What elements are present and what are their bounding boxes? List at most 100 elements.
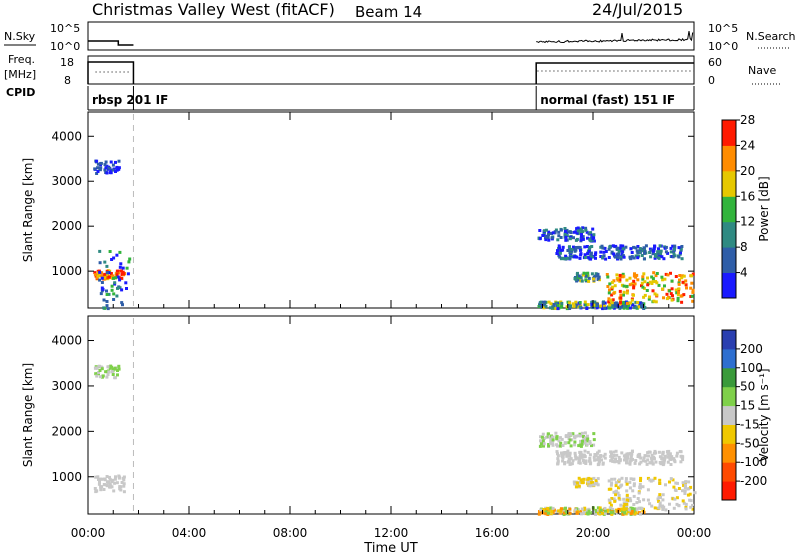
echo-cell xyxy=(105,375,109,379)
echo-cell xyxy=(119,488,123,492)
echo-cell xyxy=(573,443,577,447)
echo-cell xyxy=(638,247,642,250)
echo-cell xyxy=(115,481,119,485)
echo-cell xyxy=(551,435,555,439)
echo-cell xyxy=(690,294,694,298)
plot-frame xyxy=(87,111,695,309)
echo-cell xyxy=(550,236,554,240)
echo-cell xyxy=(652,271,656,275)
echo-cell xyxy=(596,511,600,515)
echo-cell xyxy=(607,300,611,304)
echo-cell xyxy=(581,439,584,443)
echo-cell xyxy=(589,231,593,235)
echo-cell xyxy=(620,507,624,511)
echo-cell xyxy=(677,246,681,250)
echo-cell xyxy=(590,235,594,239)
freq-unit-label: [MHz] xyxy=(4,68,36,81)
echo-cell xyxy=(117,166,121,170)
echo-cell xyxy=(635,273,639,277)
echo-cell xyxy=(580,507,584,511)
echo-cell xyxy=(616,511,619,515)
echo-cell xyxy=(101,274,105,278)
echo-cell xyxy=(684,480,688,484)
echo-cell xyxy=(628,283,632,287)
echo-cell xyxy=(668,289,672,293)
echo-cell xyxy=(678,278,681,282)
echo-cell xyxy=(592,438,596,442)
echo-cell xyxy=(584,226,588,230)
echo-cell xyxy=(563,229,567,233)
echo-cell xyxy=(572,255,576,259)
echo-cell xyxy=(660,255,664,259)
echo-cell xyxy=(658,504,662,508)
echo-cell xyxy=(105,273,109,277)
echo-cell xyxy=(615,273,619,277)
echo-cell xyxy=(628,276,632,280)
echo-cell xyxy=(674,489,678,492)
echo-cell xyxy=(539,508,543,512)
echo-cell xyxy=(572,247,576,251)
echo-cell xyxy=(684,283,688,287)
freq-label: Freq. xyxy=(8,53,35,66)
echo-cell xyxy=(591,237,595,241)
echo-cell xyxy=(560,437,564,441)
echo-cell xyxy=(621,247,625,251)
echo-cell xyxy=(628,462,632,466)
echo-cell xyxy=(590,233,594,237)
echo-cell xyxy=(608,303,612,307)
echo-cell xyxy=(673,247,676,251)
echo-cell xyxy=(626,289,629,293)
echo-cell xyxy=(622,504,626,508)
echo-cell xyxy=(616,255,620,259)
echo-cell xyxy=(644,459,648,463)
echo-cell xyxy=(108,485,111,489)
echo-cell xyxy=(105,289,108,293)
echo-cell xyxy=(549,439,553,443)
nsearch-tick-bottom: 10^0 xyxy=(708,40,738,53)
echo-cell xyxy=(643,306,647,310)
echo-cell xyxy=(598,459,602,463)
echo-cell xyxy=(564,434,568,438)
echo-cell xyxy=(558,246,562,250)
nsky-step-line xyxy=(88,40,134,46)
colorbar-label: Power [dB] xyxy=(757,176,771,241)
echo-cell xyxy=(681,280,685,284)
echo-cell xyxy=(642,257,646,261)
echo-cell xyxy=(652,451,656,455)
nsky-trace-line xyxy=(536,31,694,44)
echo-cell xyxy=(126,272,130,276)
echo-cell xyxy=(584,228,588,232)
echo-cell xyxy=(573,440,577,444)
echo-cell xyxy=(582,438,586,441)
echo-cell xyxy=(629,477,633,481)
echo-cell xyxy=(680,245,684,248)
echo-cell xyxy=(108,477,112,481)
echo-cell xyxy=(544,228,548,232)
echo-cell xyxy=(99,161,103,165)
echo-cell xyxy=(569,462,573,466)
echo-cell xyxy=(641,459,645,463)
echo-cell xyxy=(614,244,618,248)
echo-cell xyxy=(622,255,626,259)
echo-cell xyxy=(592,476,596,480)
echo-cell xyxy=(638,500,641,504)
echo-cell xyxy=(673,244,677,248)
echo-cell xyxy=(567,230,571,234)
echo-cell xyxy=(646,458,650,462)
echo-cell xyxy=(582,477,586,481)
power-heatmap-panel: 1000 2000 3000 4000 Slant Range [km] xyxy=(21,111,695,311)
echo-cell xyxy=(108,275,111,279)
echo-cell xyxy=(545,235,549,239)
colorbar-label: Velocity [m s⁻¹] xyxy=(757,368,771,461)
echo-cell xyxy=(607,297,611,301)
time-axis-ticks: 00:00 04:00 08:00 12:00 16:00 20:00 00:00 xyxy=(71,526,712,540)
echo-cell xyxy=(105,171,109,175)
echo-cell xyxy=(580,233,583,236)
echo-cell xyxy=(114,160,117,164)
echo-cell xyxy=(98,278,102,282)
echo-cell xyxy=(603,246,607,250)
echo-cell xyxy=(618,289,622,293)
echo-cell xyxy=(107,271,111,275)
cpid-bar: rbsp 201 IF normal (fast) 151 IF xyxy=(87,86,695,111)
colorbar-segment xyxy=(722,120,736,146)
